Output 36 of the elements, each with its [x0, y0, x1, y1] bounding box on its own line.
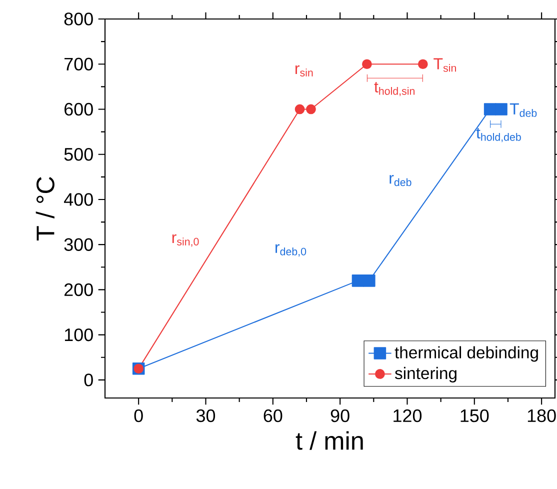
y-tick-label: 400	[64, 193, 93, 206]
annotation: r$_{deb,0}$	[276, 244, 306, 257]
legend-label: thermical debinding	[394, 346, 538, 362]
annotation: r$_{deb}$	[390, 174, 412, 186]
annotation: r$_{sin}$	[296, 65, 313, 76]
y-tick-label: 800	[64, 12, 93, 26]
point	[484, 103, 496, 116]
y-tick-label: 500	[64, 148, 93, 161]
point	[418, 59, 428, 70]
x-tick-label: 150	[460, 409, 489, 422]
annotation: t$_{hold,deb}$	[476, 128, 521, 142]
point	[352, 274, 364, 287]
x-tick-label: 30	[196, 409, 216, 422]
point	[363, 274, 376, 287]
x-axis-title: t / min	[296, 431, 363, 450]
y-tick-label: 600	[64, 102, 93, 116]
annotation: T$_{sin}$	[434, 58, 456, 72]
y-tick-label: 700	[64, 58, 93, 70]
y-tick-label: 0	[84, 374, 93, 386]
x-tick-label: 120	[394, 409, 422, 422]
annotation: r$_{sin,0}$	[172, 234, 199, 247]
x-tick-label: 180	[528, 409, 556, 422]
point	[294, 104, 305, 114]
point	[495, 103, 508, 116]
x-tick-label: 60	[264, 409, 282, 422]
x-tick-label: 0	[134, 409, 143, 422]
annotation: t$_{hold,sin}$	[374, 82, 415, 96]
point	[362, 59, 372, 70]
y-tick-label: 300	[64, 238, 93, 251]
legend-label: sintering	[394, 366, 456, 382]
x-tick-label: 90	[330, 409, 350, 422]
annotation: T$_{deb}$	[510, 103, 537, 117]
point	[306, 104, 316, 114]
y-tick-label: 200	[64, 283, 93, 296]
y-tick-label: 100	[64, 328, 93, 342]
y-axis-title: T / °C	[36, 176, 54, 240]
